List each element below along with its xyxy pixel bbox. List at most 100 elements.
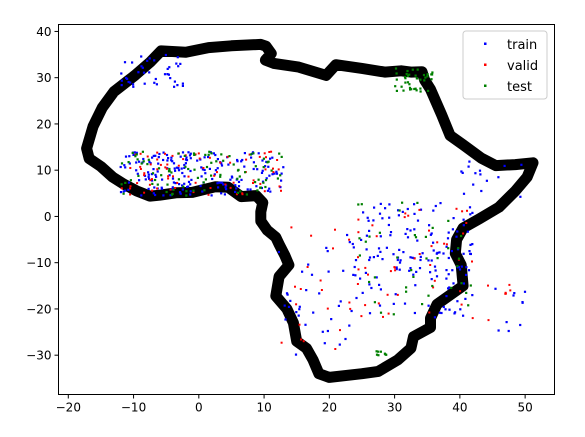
train-point <box>136 172 139 175</box>
test-point <box>140 162 143 165</box>
valid-point <box>462 232 465 235</box>
train-point <box>234 184 237 187</box>
train-point <box>284 318 287 321</box>
train-point <box>462 218 465 221</box>
train-point <box>119 191 123 194</box>
train-point <box>181 151 185 154</box>
train-point <box>416 239 419 242</box>
train-point <box>213 173 216 176</box>
train-point <box>413 212 416 215</box>
train-point <box>201 190 204 193</box>
valid-point <box>263 152 266 155</box>
train-point <box>444 308 447 311</box>
valid-point <box>332 247 334 250</box>
test-point <box>426 75 429 78</box>
test-point <box>405 286 408 289</box>
train-point <box>307 263 310 266</box>
train-point <box>471 294 474 297</box>
train-point <box>462 192 466 195</box>
test-point <box>405 72 408 76</box>
train-point <box>241 158 244 162</box>
valid-point <box>349 307 352 310</box>
train-point <box>430 232 433 235</box>
valid-point <box>436 241 439 244</box>
test-point <box>373 276 376 279</box>
train-point <box>507 329 510 333</box>
test-point <box>262 181 265 184</box>
test-point <box>422 73 426 77</box>
valid-point <box>375 235 378 238</box>
valid-point <box>504 292 507 295</box>
train-point <box>434 269 437 272</box>
test-point <box>249 153 252 156</box>
test-point <box>151 172 155 175</box>
x-tick-label: −10 <box>121 401 146 415</box>
test-point <box>395 78 398 81</box>
valid-point <box>143 174 146 177</box>
train-point <box>148 57 151 60</box>
train-point <box>196 159 199 162</box>
train-point <box>430 278 433 281</box>
test-point <box>411 68 414 71</box>
test-point <box>172 188 175 191</box>
valid-point <box>209 187 212 189</box>
valid-point <box>167 175 170 178</box>
train-point <box>124 189 127 192</box>
valid-point <box>241 192 244 195</box>
train-point <box>402 251 405 254</box>
y-tick-label: −10 <box>26 256 51 270</box>
train-point <box>327 270 330 273</box>
valid-point <box>258 155 261 158</box>
test-point <box>424 76 427 79</box>
train-point <box>120 79 123 82</box>
train-point <box>398 268 401 271</box>
train-point <box>368 258 371 262</box>
train-point <box>175 62 178 65</box>
train-point <box>432 209 435 212</box>
train-point <box>211 177 214 181</box>
train-point <box>260 171 264 174</box>
train-point <box>179 155 182 158</box>
train-point <box>149 162 152 165</box>
train-point <box>395 266 398 269</box>
train-point <box>397 214 400 217</box>
train-point <box>186 185 189 189</box>
train-point <box>445 295 448 298</box>
x-tick-label: 10 <box>256 401 271 415</box>
plot-frame <box>58 24 555 395</box>
train-point <box>172 181 175 184</box>
test-point <box>137 174 140 177</box>
train-point <box>387 223 390 227</box>
train-point <box>124 155 128 158</box>
valid-point <box>348 301 351 304</box>
valid-point <box>129 193 132 196</box>
train-point <box>286 293 289 296</box>
train-point <box>452 217 455 220</box>
valid-point <box>164 152 166 155</box>
train-point <box>419 208 423 211</box>
train-point <box>294 353 298 356</box>
test-point <box>419 78 422 81</box>
valid-point <box>445 243 448 246</box>
train-point <box>187 180 191 183</box>
train-point <box>166 159 169 162</box>
train-point <box>395 268 398 271</box>
test-point <box>415 77 419 80</box>
test-point <box>192 189 195 192</box>
valid-point <box>265 156 267 159</box>
valid-point <box>139 168 142 170</box>
test-point <box>257 178 260 181</box>
valid-point <box>143 191 146 194</box>
train-point <box>427 259 430 262</box>
valid-point <box>290 226 293 229</box>
train-point <box>378 212 382 215</box>
test-point <box>252 152 255 155</box>
train-point <box>466 230 469 233</box>
test-point <box>427 89 430 92</box>
train-point <box>142 71 146 74</box>
train-point <box>521 301 524 304</box>
legend-marker-test <box>484 84 487 87</box>
valid-point <box>176 181 179 184</box>
train-point <box>148 160 151 163</box>
train-point <box>447 231 450 234</box>
